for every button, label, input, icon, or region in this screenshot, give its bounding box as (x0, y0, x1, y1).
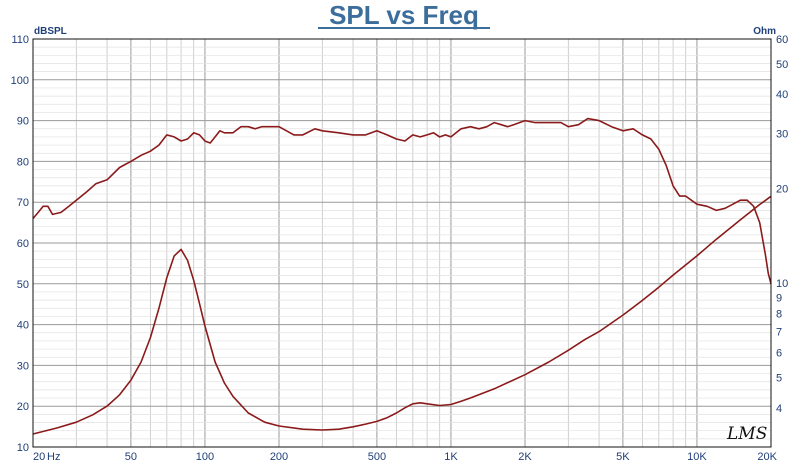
lms-watermark: LMS (726, 424, 767, 444)
data-series (32, 117, 772, 435)
chart-title: SPL vs Freq (329, 0, 479, 30)
x-tick-label: 100 (196, 451, 214, 463)
grid-lines (32, 38, 772, 448)
x-axis-unit-label: Hz (47, 451, 60, 463)
y-right-axis-label: Ohm (753, 26, 776, 37)
y-left-tick-label: 110 (11, 34, 29, 46)
y-left-tick-label: 70 (17, 197, 29, 209)
y-left-tick-label: 80 (17, 156, 29, 168)
y-right-tick-label: 4 (776, 403, 782, 415)
x-tick-label: 5K (616, 451, 630, 463)
y-left-tick-label: 100 (11, 75, 29, 87)
x-tick-label: 2K (518, 451, 532, 463)
spl-curve (32, 117, 772, 285)
y-left-tick-label: 30 (17, 360, 29, 372)
y-left-tick-label: 60 (17, 238, 29, 250)
x-tick-label: 500 (368, 451, 386, 463)
y-right-tick-label: 5 (776, 372, 782, 384)
y-right-tick-label: 9 (776, 292, 782, 304)
x-tick-label: 20K (757, 451, 777, 463)
y-left-tick-label: 10 (17, 442, 29, 454)
y-right-tick-label: 7 (776, 327, 782, 339)
y-right-tick-label: 50 (776, 59, 788, 71)
y-left-tick-label: 40 (17, 320, 29, 332)
tick-labels: 20 50 100 200 500 1K 2K 5K 10K 20K 10 20 30 40 50 60 70 8… (11, 34, 789, 463)
impedance-curve (32, 195, 772, 435)
y-right-tick-label: 10 (776, 278, 788, 290)
y-right-tick-label: 40 (776, 89, 788, 101)
y-right-tick-label: 6 (776, 348, 782, 360)
y-right-tick-label: 20 (776, 184, 788, 196)
y-right-tick-label: 60 (776, 34, 788, 46)
y-left-tick-label: 20 (17, 401, 29, 413)
x-tick-label: 200 (270, 451, 288, 463)
x-tick-label: 20 (33, 451, 45, 463)
y-left-tick-label: 50 (17, 279, 29, 291)
y-left-tick-label: 90 (17, 116, 29, 128)
y-right-tick-label: 30 (776, 128, 788, 140)
y-right-tick-label: 8 (776, 308, 782, 320)
x-tick-label: 50 (125, 451, 137, 463)
y-left-axis-label: dBSPL (34, 26, 67, 37)
x-tick-label: 10K (687, 451, 707, 463)
x-tick-label: 1K (444, 451, 458, 463)
plot-frame (32, 38, 772, 448)
